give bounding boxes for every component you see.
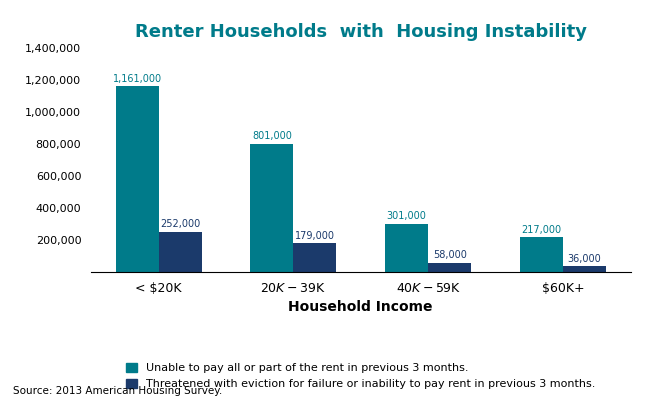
Bar bbox=[563, 266, 606, 272]
Bar bbox=[293, 243, 337, 272]
Text: 301,000: 301,000 bbox=[387, 212, 426, 222]
Text: 801,000: 801,000 bbox=[252, 132, 292, 142]
Text: Source: 2013 American Housing Survey.: Source: 2013 American Housing Survey. bbox=[13, 386, 222, 396]
X-axis label: Household Income: Household Income bbox=[289, 300, 433, 314]
Text: 217,000: 217,000 bbox=[521, 225, 562, 235]
Text: 1,161,000: 1,161,000 bbox=[112, 74, 162, 84]
Bar bbox=[116, 86, 159, 272]
Bar bbox=[385, 224, 428, 272]
Title: Renter Households  with  Housing Instability: Renter Households with Housing Instabili… bbox=[135, 23, 587, 41]
Text: 36,000: 36,000 bbox=[567, 254, 601, 264]
Text: 252,000: 252,000 bbox=[160, 219, 200, 229]
Legend: Unable to pay all or part of the rent in previous 3 months., Threatened with evi: Unable to pay all or part of the rent in… bbox=[126, 363, 595, 389]
Bar bbox=[159, 232, 202, 272]
Text: 58,000: 58,000 bbox=[433, 250, 467, 260]
Bar bbox=[250, 144, 293, 272]
Bar bbox=[520, 237, 563, 272]
Text: 179,000: 179,000 bbox=[295, 231, 335, 241]
Bar bbox=[428, 263, 471, 272]
